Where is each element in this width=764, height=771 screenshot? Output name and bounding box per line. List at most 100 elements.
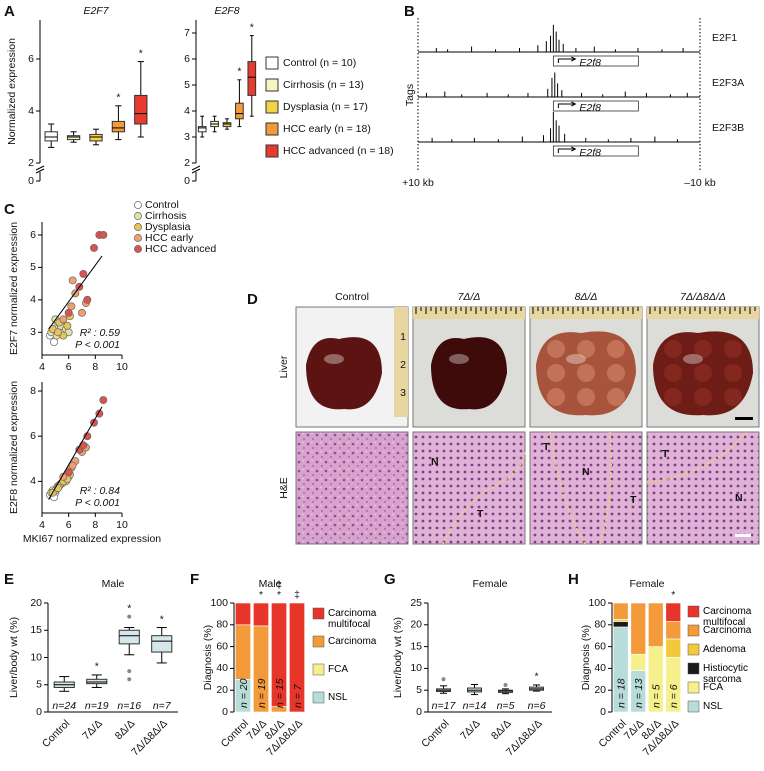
gene-arrow	[557, 101, 577, 108]
region-label: T	[477, 508, 484, 520]
x-tick-label: –10 kb	[684, 177, 716, 189]
n-label: n = 18	[616, 678, 628, 708]
n-label: n=5	[497, 700, 515, 712]
significance-mark: *	[95, 661, 99, 673]
legend-label: HCC early	[145, 232, 194, 244]
y-tick-label: 10	[410, 662, 422, 674]
legend-label: Cirrhosis (n = 13)	[283, 79, 364, 91]
box	[247, 61, 257, 96]
y-tick-label: 4	[30, 475, 36, 487]
y-tick-label: 20	[410, 619, 422, 631]
bar-segment	[613, 621, 629, 628]
y-tick-label: 10	[30, 651, 42, 663]
x-tick-label: 8Δ/Δ	[489, 718, 514, 743]
bar-segment	[613, 602, 629, 620]
panel-letter: D	[247, 291, 258, 308]
legend-label: NSL	[328, 692, 348, 703]
bar-segment	[665, 602, 681, 622]
box	[134, 94, 148, 125]
axis-break	[35, 168, 45, 174]
box	[111, 120, 126, 133]
y-tick-label: 40	[594, 662, 606, 674]
y-tick-label: 5	[36, 679, 42, 691]
y-tick-label: 20	[594, 684, 606, 696]
n-label: n = 13	[633, 678, 645, 708]
region-label: T	[630, 494, 637, 506]
panel-letter: C	[4, 201, 15, 218]
y-tick-label: 15	[410, 640, 422, 652]
nodule	[694, 388, 712, 406]
n-label: n = 20	[238, 678, 250, 708]
legend-label: NSL	[703, 701, 723, 712]
y-tick-label: 4	[184, 105, 190, 117]
y-tick-label: 4	[30, 294, 36, 306]
liver	[306, 337, 382, 410]
nodule	[607, 340, 625, 358]
significance-mark: *	[237, 66, 241, 78]
x-tick-label: 8	[92, 361, 98, 373]
column-title: 8Δ/Δ	[575, 291, 598, 303]
nodule	[577, 364, 595, 382]
box	[222, 122, 232, 128]
bar-segment	[235, 602, 251, 626]
legend-label: HCC advanced	[145, 243, 216, 255]
gene-label: E2f8	[579, 102, 601, 114]
y-tick-label: 6	[30, 229, 36, 241]
gene-arrow	[557, 146, 577, 153]
significance-mark: ‡	[276, 579, 282, 591]
histology	[412, 431, 526, 545]
box	[118, 629, 140, 645]
tumor-border	[646, 431, 748, 483]
n-label: n=17	[432, 700, 457, 712]
histology	[295, 431, 409, 545]
ruler-label: 3	[400, 387, 406, 399]
highlight	[683, 354, 703, 364]
significance-mark: ‡	[294, 589, 300, 601]
y-tick-label: 0	[28, 175, 34, 187]
outlier	[503, 682, 508, 687]
bar-segment	[253, 602, 269, 627]
legend-swatch	[687, 643, 700, 656]
point	[83, 295, 92, 304]
panel-letter: H	[568, 571, 579, 588]
point	[54, 328, 62, 337]
n-label: n=7	[153, 700, 172, 712]
y-tick-label: 5	[416, 684, 422, 696]
highlight	[566, 354, 586, 364]
y-tick-label: 8	[30, 385, 36, 397]
legend-swatch	[265, 100, 279, 114]
ruler	[413, 307, 525, 319]
legend-swatch	[265, 144, 279, 158]
nodule	[664, 340, 682, 358]
gene-box	[552, 100, 639, 112]
bar-segment	[630, 653, 646, 671]
y-axis-label: E2F7 normalized expression	[8, 222, 20, 355]
annotation: R² : 0.84	[80, 485, 120, 497]
panel-letter: E	[4, 571, 14, 588]
legend-swatch	[312, 607, 325, 620]
box	[86, 678, 108, 685]
point	[78, 308, 86, 317]
box	[151, 635, 173, 653]
nodule	[724, 364, 742, 382]
bar-segment	[271, 602, 287, 707]
significance-mark: *	[127, 602, 131, 614]
x-tick-label: 6	[66, 361, 72, 373]
region-label: N	[582, 466, 590, 478]
y-tick-label: 100	[210, 597, 228, 609]
y-tick-label: 6	[30, 430, 36, 442]
x-tick-label: 7Δ/Δ8Δ/Δ	[129, 718, 170, 759]
significance-mark: *	[160, 613, 164, 625]
point	[90, 244, 98, 252]
bar-segment	[665, 638, 681, 658]
column-title: 7Δ/Δ	[458, 291, 481, 303]
nodule	[607, 364, 625, 382]
chart-title: Male	[259, 578, 282, 590]
tumor-border	[442, 451, 526, 545]
legend-swatch	[265, 56, 279, 70]
region-label: N	[431, 456, 439, 468]
x-tick-label: 10	[116, 519, 128, 531]
n-label: n=19	[85, 700, 109, 712]
liver	[431, 337, 507, 410]
gene-label: E2f8	[579, 57, 601, 69]
